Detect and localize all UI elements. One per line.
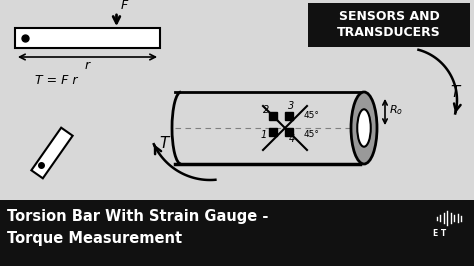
Bar	[15, 28, 160, 48]
Text: $R_o$: $R_o$	[389, 103, 403, 117]
Text: 2: 2	[263, 105, 269, 115]
Bar	[308, 3, 470, 47]
Bar	[0, 200, 474, 266]
Bar	[285, 112, 293, 120]
Text: F: F	[120, 0, 128, 12]
Text: E T: E T	[433, 229, 447, 238]
Polygon shape	[31, 128, 73, 178]
Bar	[269, 112, 277, 120]
Text: T: T	[160, 136, 169, 151]
Text: 45°: 45°	[304, 130, 319, 139]
Text: r: r	[85, 59, 90, 72]
Text: T: T	[450, 85, 460, 101]
Text: 45°: 45°	[304, 111, 319, 120]
Text: Torque Measurement: Torque Measurement	[7, 231, 182, 246]
Ellipse shape	[357, 109, 371, 147]
Bar	[269, 128, 277, 136]
Text: 1: 1	[261, 130, 267, 140]
Text: TRANSDUCERS: TRANSDUCERS	[337, 27, 441, 39]
Text: 4: 4	[289, 134, 295, 144]
Text: SENSORS AND: SENSORS AND	[338, 10, 439, 23]
Text: T = F r: T = F r	[35, 74, 78, 87]
Text: Torsion Bar With Strain Gauge -: Torsion Bar With Strain Gauge -	[7, 209, 268, 223]
Bar	[285, 128, 293, 136]
Text: 3: 3	[289, 101, 295, 111]
Ellipse shape	[351, 92, 377, 164]
